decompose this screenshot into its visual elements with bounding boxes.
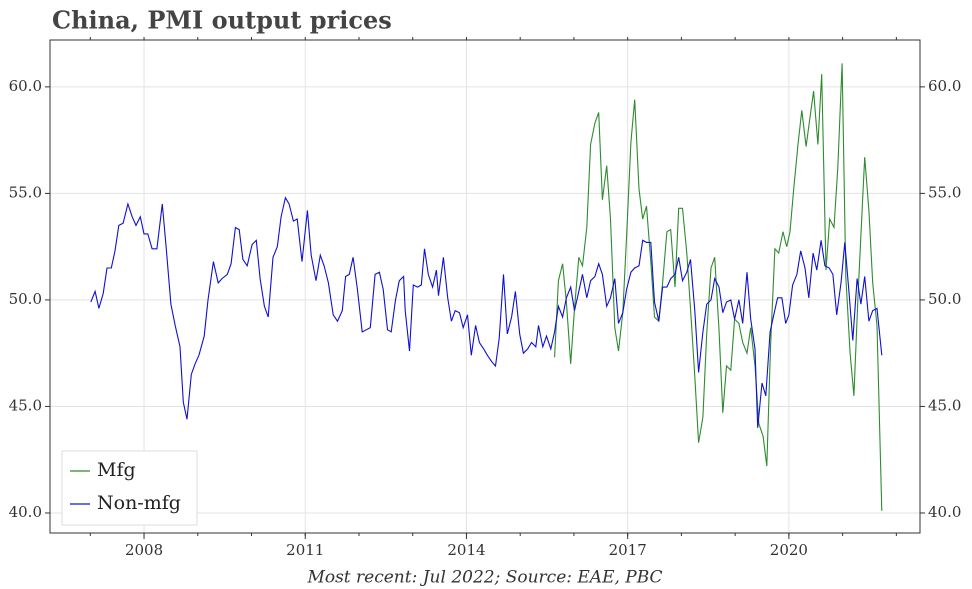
series-line [554,63,883,511]
x-tick-label: 2008 [125,541,163,559]
legend-label: Mfg [97,459,136,481]
y2-tick-label: 45.0 [928,396,961,414]
x-tick-label: 2011 [286,541,324,559]
y2-tick-label: 60.0 [928,77,961,95]
plot-frame [49,39,921,534]
y-tick-label: 55.0 [9,183,42,201]
chart-title: China, PMI output prices [52,6,392,35]
y2-tick-label: 40.0 [928,503,961,521]
series-line [90,196,883,428]
y-tick-label: 50.0 [9,290,42,308]
y2-tick-label: 55.0 [928,183,961,201]
y2-tick-label: 50.0 [928,290,961,308]
y-tick-label: 45.0 [9,396,42,414]
x-tick-label: 2017 [609,541,647,559]
x-tick-label: 2020 [770,541,808,559]
x-tick-label: 2014 [447,541,485,559]
caption: Most recent: Jul 2022; Source: EAE, PBC [306,568,662,588]
legend-label: Non-mfg [97,492,181,514]
y-tick-label: 40.0 [9,503,42,521]
legend-box [61,450,198,526]
y-tick-label: 60.0 [9,77,42,95]
